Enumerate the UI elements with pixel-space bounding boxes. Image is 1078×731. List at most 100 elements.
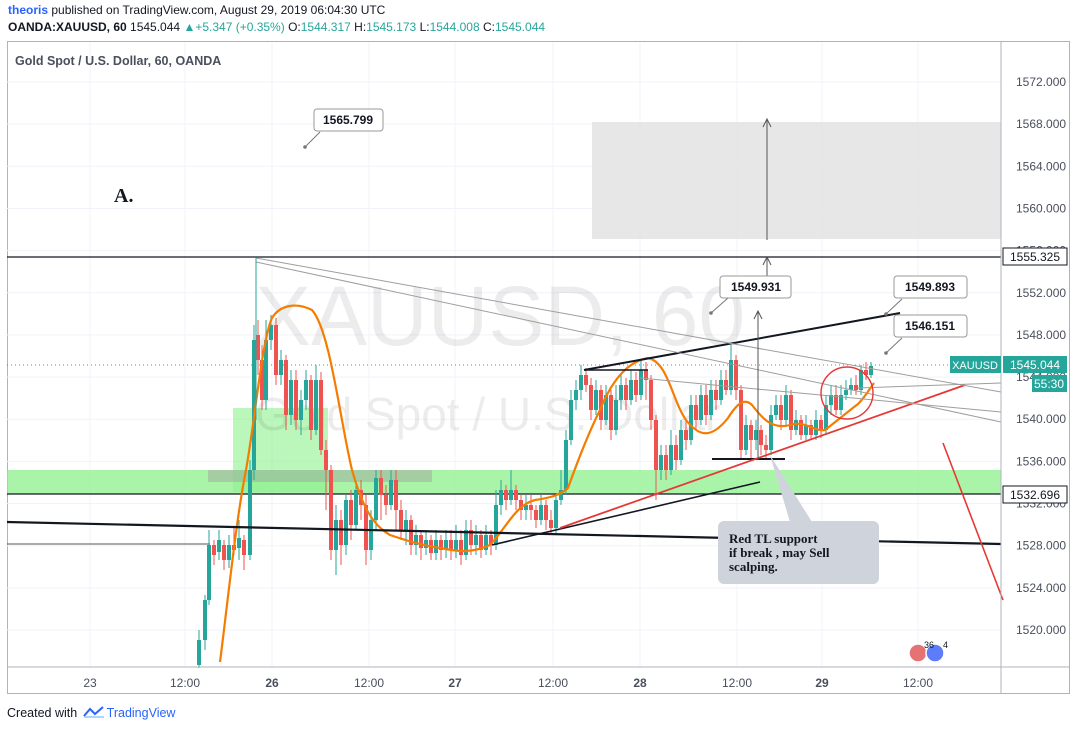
candle-body (217, 540, 221, 552)
candle-body (549, 520, 553, 528)
label-a: A. (114, 185, 133, 207)
candle-body (699, 395, 703, 420)
candle-body (719, 380, 723, 400)
up-arrow-icon: ▲ (183, 20, 196, 34)
candle-body (289, 380, 293, 415)
price-tick-label: 1548.000 (1016, 328, 1066, 342)
candle-body (564, 440, 568, 490)
gray-trendline-2 (255, 261, 1002, 423)
candle-body (279, 360, 283, 375)
created-with-text: Created with (7, 706, 78, 720)
candle-body (714, 390, 718, 400)
candle-body (197, 640, 201, 665)
level-lower-tag: 1532.696 (1010, 488, 1060, 502)
candle-body (609, 395, 613, 430)
low-label: L: (419, 20, 430, 34)
symbol-label: OANDA:XAUUSD, 60 (8, 20, 127, 34)
candle-body (659, 455, 663, 470)
candle-body (814, 420, 818, 435)
callout-1549893: 1549.893 (884, 275, 968, 316)
candle-body (819, 420, 823, 430)
target-zone (592, 122, 1001, 239)
level-upper-tag: 1555.325 (1010, 250, 1060, 264)
open-label: O: (288, 20, 301, 34)
candle-body (629, 380, 633, 400)
watermark-description: Gold Spot / U.S. Dollar (255, 388, 720, 440)
note-line-1: Red TL support (729, 531, 818, 546)
callout-1549931-text: 1549.931 (731, 280, 781, 294)
candle-body (309, 380, 313, 430)
candle-body (724, 380, 728, 390)
candle-body (260, 360, 264, 400)
ohlc-bar: OANDA:XAUUSD, 60 1545.044 ▲+5.347 (+0.35… (8, 20, 545, 34)
callout-1565: 1565.799 (303, 108, 384, 149)
candle-body (679, 430, 683, 460)
candle-body (389, 480, 393, 505)
candle-body (704, 395, 708, 415)
chart-frame (7, 41, 1070, 694)
candle-body (252, 340, 256, 470)
note-line-2: if break , may Sell (729, 545, 830, 560)
events-count: 36 (924, 640, 934, 650)
time-tick-label: 12:00 (903, 676, 933, 690)
candle-body (424, 540, 428, 548)
candle-body (207, 545, 211, 600)
candle-body (739, 390, 743, 450)
candle-body (534, 510, 538, 520)
candle-body (314, 380, 318, 430)
candle-body (584, 375, 588, 385)
candle-body (809, 425, 813, 435)
candle-body (384, 495, 388, 505)
callout-1549931: 1549.931 (709, 275, 792, 315)
candle-body (769, 415, 773, 450)
time-axis[interactable]: 23 12:00 26 12:00 27 12:00 28 12:00 29 12:00 (83, 676, 933, 690)
candle-body (284, 360, 288, 415)
candle-body (649, 380, 653, 420)
candle-body (834, 395, 838, 410)
price-tag-symbol: XAUUSD (952, 360, 998, 372)
candle-body (529, 505, 533, 510)
price-tick-label: 1524.000 (1016, 581, 1066, 595)
candle-body (674, 445, 678, 460)
candle-body (509, 490, 513, 500)
price-tick-label: 1540.000 (1016, 412, 1066, 426)
candle-body (514, 490, 518, 500)
price-tick-label: 1520.000 (1016, 623, 1066, 637)
events-icon[interactable]: 36 4 (908, 640, 948, 663)
candle-body (784, 395, 788, 420)
candle-body (854, 385, 858, 390)
candle-body (404, 520, 408, 530)
price-tick-label: 1572.000 (1016, 75, 1066, 89)
candle-body (664, 455, 668, 470)
candle-body (484, 535, 488, 550)
price-chart[interactable]: XAUUSD, 60 Gold Spot / U.S. Dollar 1565.… (0, 0, 1078, 700)
candle-body (464, 530, 468, 555)
gray-bar-zone (208, 470, 432, 482)
candle-body (349, 500, 353, 525)
countdown-bg (1032, 375, 1067, 392)
price-change: +5.347 (+0.35%) (195, 20, 285, 34)
time-tick-label: 27 (448, 676, 462, 690)
time-tick-label: 26 (265, 676, 279, 690)
highlight-circle (820, 366, 874, 420)
events-count-2: 4 (943, 640, 948, 650)
candle-body (227, 545, 231, 560)
candle-body (256, 335, 260, 360)
candle-body (489, 535, 493, 545)
high-value: 1545.173 (366, 20, 417, 34)
candle-body (399, 510, 403, 530)
candle-body (684, 430, 688, 440)
candle-body (494, 505, 498, 545)
candle-body (624, 385, 628, 400)
time-tick-label: 28 (633, 676, 647, 690)
candle-body (369, 520, 373, 550)
author-name[interactable]: theoris (8, 3, 49, 17)
candle-body (614, 400, 618, 430)
tradingview-brand[interactable]: TradingView (106, 706, 176, 720)
candle-body (644, 370, 648, 380)
candle-body (459, 540, 463, 555)
gray-trendline-1 (255, 257, 1002, 393)
time-tick-label: 23 (83, 676, 97, 690)
candle-body (524, 505, 528, 510)
callout-1546151: 1546.151 (884, 314, 968, 355)
